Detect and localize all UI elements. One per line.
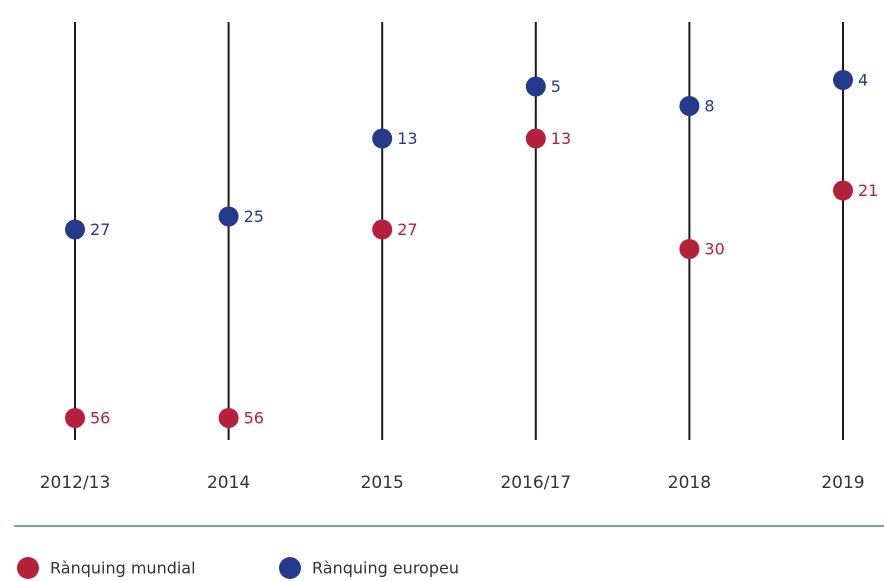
value-label: 56 [244,409,264,428]
dot [65,408,85,428]
value-label: 8 [704,97,714,116]
dot [679,96,700,116]
dot [218,206,239,227]
value-label: 30 [704,240,724,259]
value-label: 27 [397,220,417,239]
legend-swatch [17,557,39,579]
dot [525,128,546,149]
x-tick-label: 2014 [207,473,250,493]
dot [833,180,853,201]
dot [372,219,393,240]
dot [218,408,239,428]
value-label: 13 [551,129,571,148]
dot [833,70,853,90]
value-label: 27 [90,220,110,239]
value-label: 5 [551,77,561,96]
x-tick-label: 2016/17 [500,473,571,493]
dot [525,76,546,97]
x-tick-label: 2019 [821,473,864,493]
value-label: 4 [858,71,868,90]
legend-swatch [279,557,301,579]
value-label: 56 [90,409,110,428]
legend-label: Rànquing europeu [312,559,459,578]
legend-label: Rànquing mundial [50,559,196,578]
x-tick-label: 2012/13 [40,473,111,493]
dot [372,128,393,149]
value-label: 13 [397,129,417,148]
value-label: 21 [858,181,878,200]
x-tick-label: 2015 [361,473,404,493]
x-tick-label: 2018 [668,473,711,493]
dot [65,219,85,240]
value-label: 25 [244,207,264,226]
dot [679,239,700,259]
